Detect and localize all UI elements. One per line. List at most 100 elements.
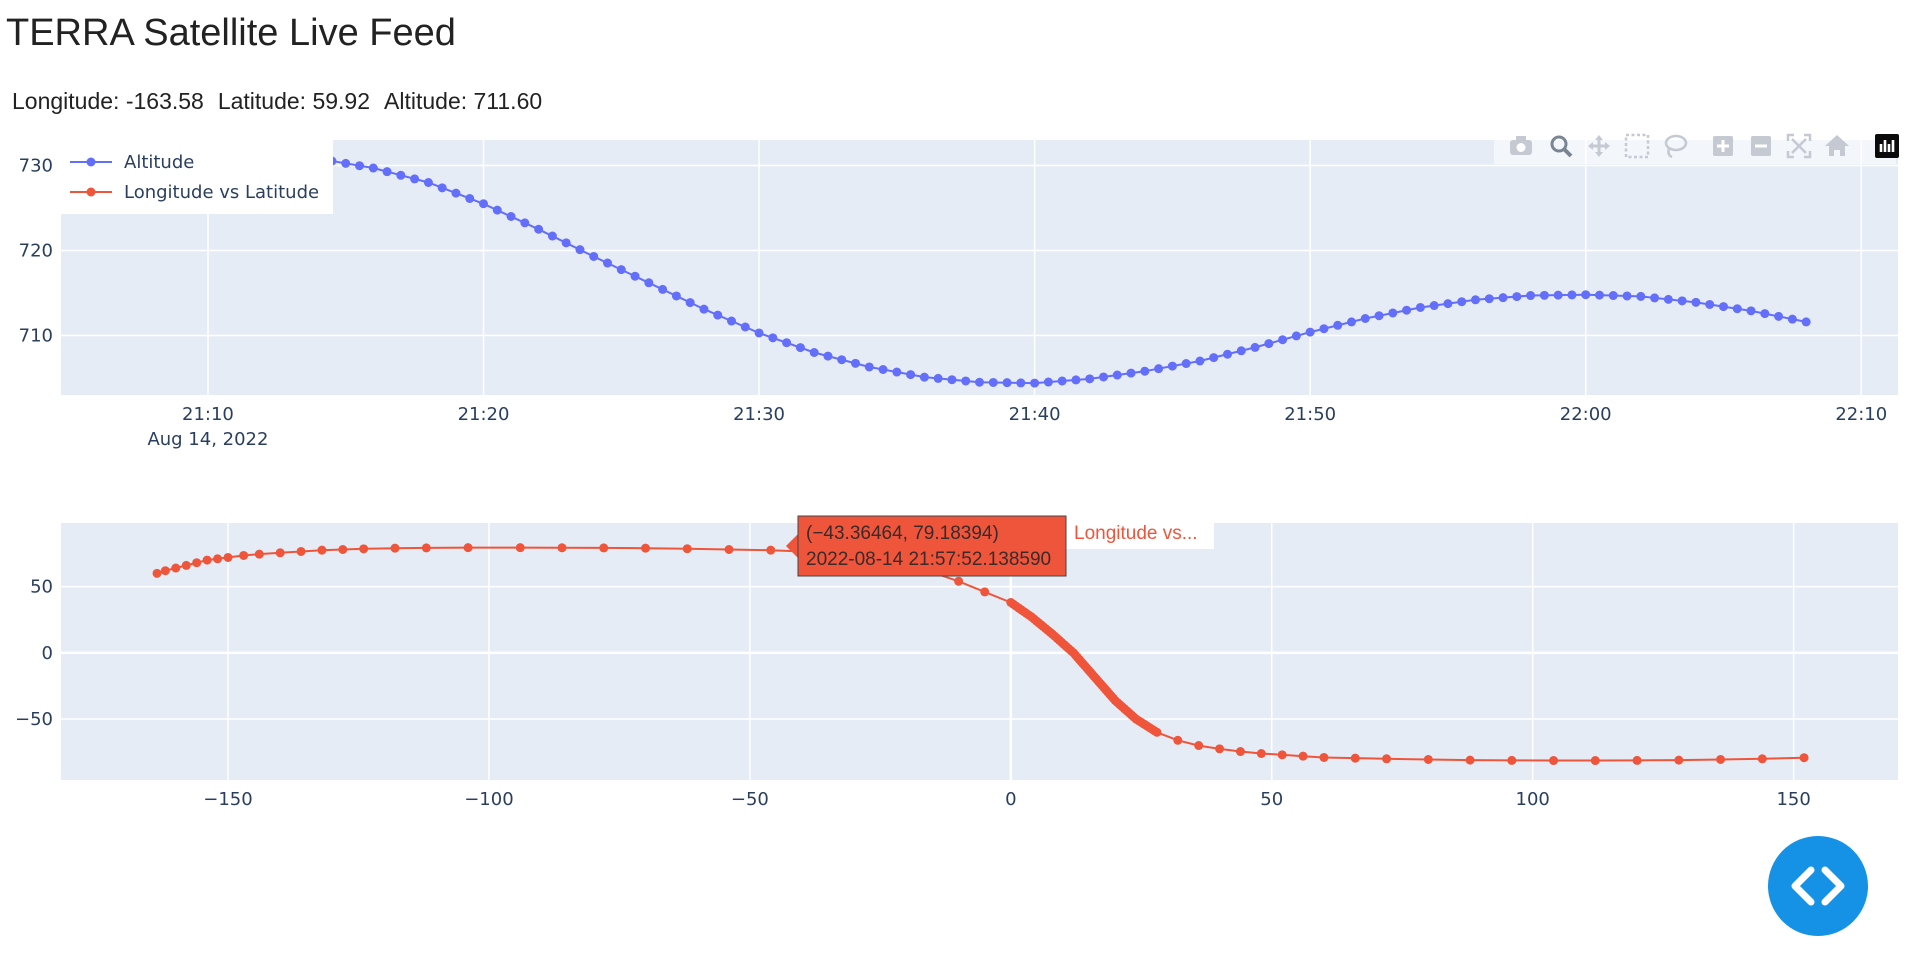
y-tick-label: 720 bbox=[19, 241, 53, 262]
altitude-point bbox=[1677, 296, 1687, 306]
altitude-point bbox=[423, 178, 433, 187]
track-point bbox=[181, 560, 191, 570]
track-point bbox=[1152, 727, 1162, 737]
x-tick-label: 22:00 bbox=[1560, 404, 1612, 425]
track-point bbox=[1215, 744, 1225, 754]
altitude-point bbox=[341, 158, 351, 168]
track-point bbox=[1382, 754, 1392, 764]
altitude-point bbox=[754, 328, 764, 338]
zoom-in-icon[interactable] bbox=[1713, 136, 1733, 156]
x-tick-label: −100 bbox=[464, 789, 513, 810]
legend-label: Longitude vs Latitude bbox=[124, 182, 319, 203]
hover-box bbox=[797, 515, 1067, 577]
altitude-point bbox=[575, 245, 585, 255]
legend-item-track[interactable]: Longitude vs Latitude bbox=[70, 182, 319, 203]
longitude-readout: Longitude: -163.58 bbox=[12, 88, 204, 114]
track-point bbox=[766, 545, 776, 555]
y-tick-label: 710 bbox=[19, 326, 53, 347]
track-point bbox=[1632, 755, 1642, 765]
altitude-point bbox=[1071, 375, 1081, 385]
autoscale-icon[interactable] bbox=[1786, 133, 1812, 159]
altitude-point bbox=[1402, 305, 1412, 315]
track-point bbox=[682, 544, 692, 554]
altitude-point bbox=[1319, 324, 1329, 334]
altitude-point bbox=[1374, 311, 1384, 321]
altitude-point bbox=[727, 316, 737, 326]
box-select-icon[interactable] bbox=[1624, 133, 1650, 159]
camera-icon[interactable] bbox=[1510, 136, 1532, 155]
altitude-point bbox=[837, 355, 847, 365]
altitude-point bbox=[1650, 293, 1660, 303]
track-point bbox=[171, 563, 181, 573]
track-point bbox=[954, 576, 964, 586]
y-tick-label: −50 bbox=[15, 709, 53, 730]
x-tick-label: −50 bbox=[731, 789, 769, 810]
altitude-point bbox=[1250, 342, 1260, 352]
track-point bbox=[1298, 751, 1308, 761]
altitude-point bbox=[823, 351, 833, 361]
altitude-point bbox=[740, 322, 750, 332]
altitude-point bbox=[878, 365, 888, 374]
altitude-point bbox=[1443, 299, 1453, 309]
altitude-point bbox=[1760, 309, 1770, 319]
altitude-point bbox=[1181, 359, 1191, 369]
track-point bbox=[1716, 754, 1726, 764]
altitude-point bbox=[1622, 291, 1632, 301]
track-series-points bbox=[152, 543, 1809, 766]
legend-item-altitude[interactable]: Altitude bbox=[70, 152, 194, 173]
legend-track-marker bbox=[86, 187, 96, 197]
altitude-point bbox=[1333, 320, 1343, 330]
x-tick-label: 21:30 bbox=[733, 404, 785, 425]
x-tick-label: 0 bbox=[1005, 789, 1016, 810]
track-point bbox=[463, 543, 473, 553]
reset-axes-icon[interactable] bbox=[1825, 135, 1849, 156]
track-point bbox=[192, 558, 202, 568]
altitude-point bbox=[1581, 290, 1591, 300]
altitude-plot-area[interactable] bbox=[61, 140, 1898, 395]
track-point bbox=[160, 566, 170, 576]
hover-trace-name: Longitude vs... bbox=[1074, 523, 1198, 544]
hover-timestamp: 2022-08-14 21:57:52.138590 bbox=[806, 549, 1051, 570]
altitude-point bbox=[699, 304, 709, 314]
track-point bbox=[296, 546, 306, 556]
altitude-point bbox=[520, 218, 530, 228]
altitude-point bbox=[1498, 293, 1508, 303]
plotly-logo-icon[interactable] bbox=[1875, 134, 1899, 158]
zoom-out-icon[interactable] bbox=[1751, 136, 1771, 156]
altitude-point bbox=[1415, 302, 1425, 312]
x-tick-label: 150 bbox=[1776, 789, 1810, 810]
track-point bbox=[1256, 749, 1266, 759]
code-toggle-button[interactable] bbox=[1768, 836, 1868, 936]
altitude-point bbox=[1140, 366, 1150, 376]
track-point bbox=[980, 587, 990, 597]
ground-track-gridlines bbox=[61, 523, 1898, 780]
track-point bbox=[1277, 750, 1287, 760]
code-icon bbox=[1791, 866, 1845, 906]
hover-coordinates: (−43.36464, 79.18394) bbox=[806, 523, 999, 544]
altitude-point bbox=[671, 291, 681, 301]
altitude-point bbox=[1154, 364, 1164, 374]
lasso-icon[interactable] bbox=[1664, 134, 1688, 159]
altitude-point bbox=[1388, 308, 1398, 318]
track-point bbox=[1507, 755, 1517, 765]
altitude-point bbox=[1098, 372, 1108, 382]
track-point bbox=[317, 545, 327, 555]
altitude-point bbox=[961, 376, 971, 386]
altitude-point bbox=[809, 348, 819, 357]
altitude-point bbox=[1291, 331, 1301, 341]
track-point bbox=[1350, 753, 1360, 763]
legend-altitude-marker bbox=[86, 157, 96, 167]
altitude-gridlines bbox=[61, 140, 1898, 395]
page-title: TERRA Satellite Live Feed bbox=[6, 12, 456, 54]
altitude-point bbox=[603, 258, 613, 268]
altitude-point bbox=[534, 224, 544, 234]
altitude-point bbox=[1801, 317, 1811, 327]
legend: Altitude Longitude vs Latitude bbox=[60, 140, 333, 214]
zoom-icon[interactable] bbox=[1550, 135, 1573, 158]
x-tick-label: 22:10 bbox=[1835, 404, 1887, 425]
track-point bbox=[1757, 754, 1767, 764]
altitude-point bbox=[368, 163, 378, 173]
y-tick-label: 0 bbox=[42, 643, 53, 664]
pan-icon[interactable] bbox=[1588, 135, 1610, 157]
